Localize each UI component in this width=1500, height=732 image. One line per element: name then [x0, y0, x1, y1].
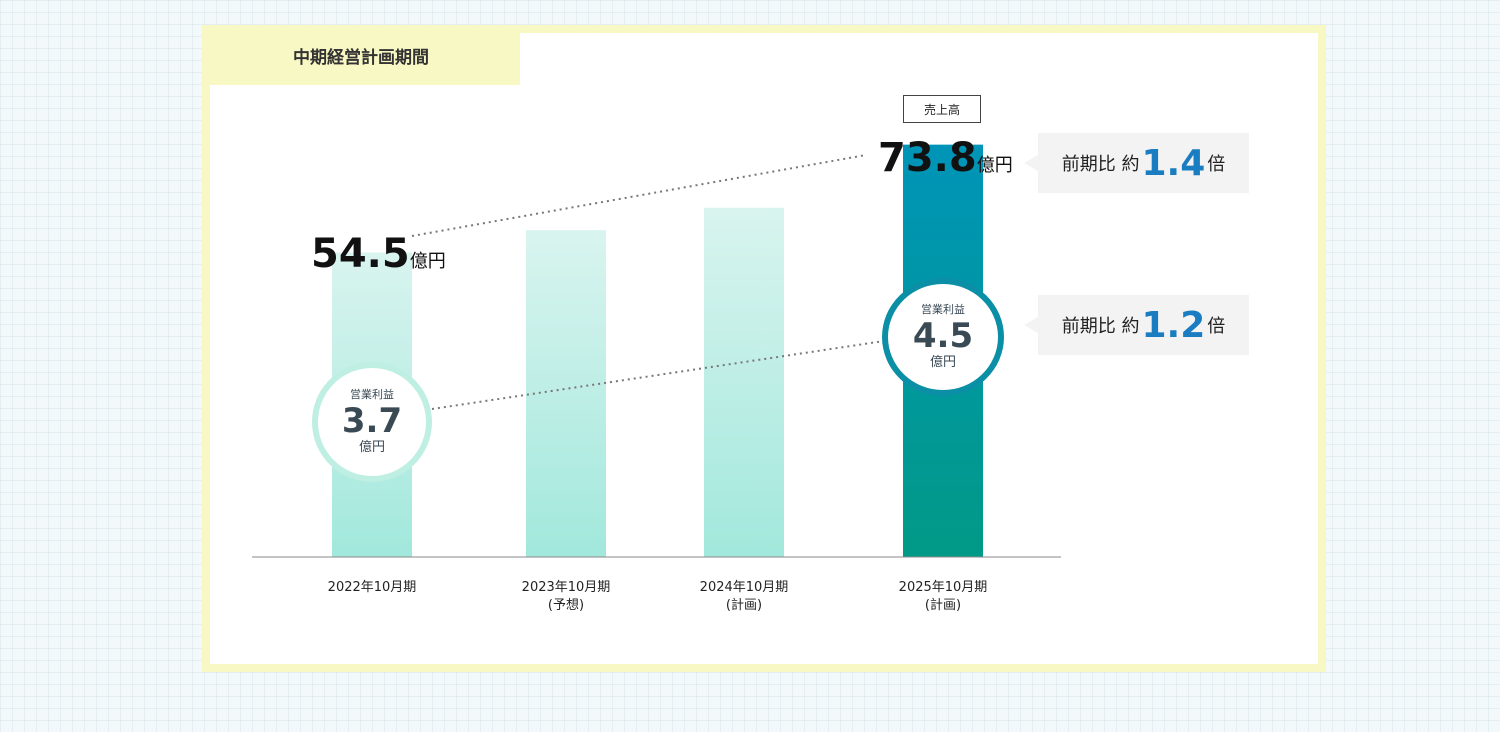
profit-trend-line: [431, 340, 885, 410]
bar-2: [704, 207, 784, 557]
profit-label: 営業利益: [921, 303, 965, 316]
profit-unit: 億円: [358, 440, 385, 455]
sales-value-2025: 73.8億円: [878, 135, 1013, 181]
profit-circle-2025: 営業利益 4.5 億円: [882, 278, 1004, 396]
growth-multiplier: 1.2: [1141, 304, 1206, 346]
category-label: 2025年10月期 (計画): [898, 580, 988, 613]
period-tab: 中期経営計画期間: [202, 25, 520, 85]
category-label: 2024年10月期 (計画): [699, 580, 789, 613]
sales-value-2022: 54.5億円: [311, 231, 446, 277]
growth-multiplier: 1.4: [1141, 142, 1206, 184]
category-label: 2022年10月期: [327, 580, 417, 595]
profit-circle-2022: 営業利益 3.7 億円: [312, 362, 432, 482]
category-label: 2023年10月期 (予想): [521, 580, 611, 613]
growth-suffix: 倍: [1207, 316, 1226, 337]
sales-trend-line: [411, 154, 867, 237]
profit-label: 営業利益: [350, 388, 394, 401]
profit-value: 3.7: [341, 401, 403, 441]
bar-1: [526, 230, 606, 557]
growth-suffix: 倍: [1207, 154, 1226, 175]
growth-prefix: 前期比 約: [1061, 154, 1140, 175]
growth-prefix: 前期比 約: [1061, 316, 1140, 337]
profit-unit: 億円: [929, 355, 956, 370]
profit-value: 4.5: [912, 316, 974, 356]
profit-growth-callout: 前期比 約 1.2 倍: [1024, 295, 1249, 355]
sales-growth-callout: 前期比 約 1.4 倍: [1024, 133, 1249, 193]
sales-badge: 売上高: [903, 95, 981, 123]
